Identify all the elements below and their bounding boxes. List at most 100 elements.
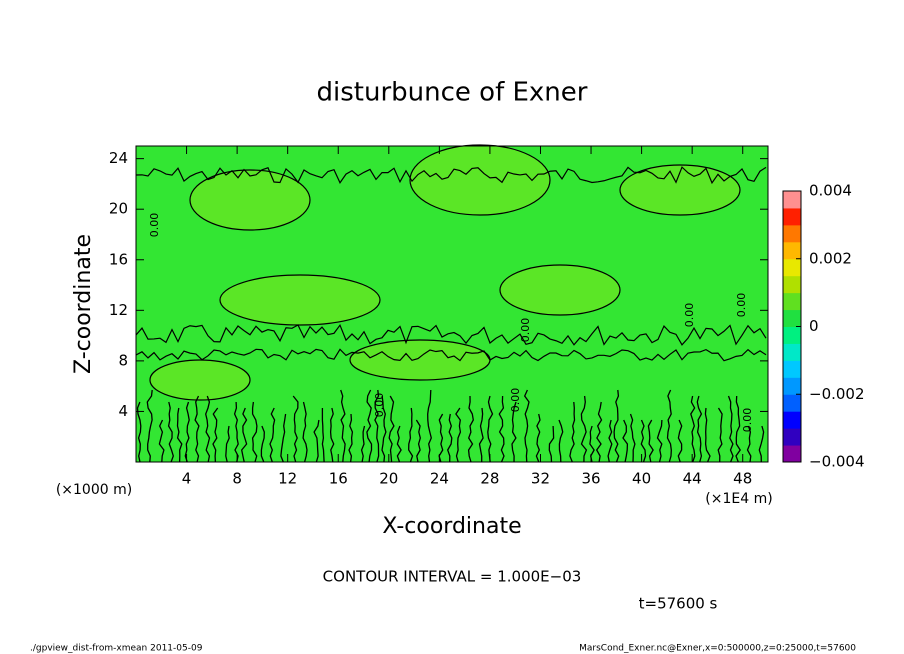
contour-label: 0.00 <box>148 213 161 238</box>
contour-line <box>427 389 432 463</box>
contour-label: 0.00 <box>683 303 696 328</box>
y-tick-label: 4 <box>118 402 128 420</box>
contour-line <box>205 395 211 463</box>
x-tick-label: 4 <box>182 470 192 488</box>
x-tick-label: 28 <box>480 470 499 488</box>
contour-line <box>523 389 530 463</box>
time-label: t=57600 s <box>639 595 718 613</box>
contour-line <box>321 408 325 463</box>
contour-line <box>388 395 395 463</box>
contour-line <box>233 401 239 463</box>
contour-line <box>727 395 734 463</box>
contour-line <box>348 413 354 463</box>
x-unit-label: (×1E4 m) <box>705 491 772 507</box>
contour-line <box>280 413 287 463</box>
contour-line <box>135 348 767 362</box>
x-tick-label: 48 <box>733 470 752 488</box>
y-tick-label: 24 <box>109 149 128 167</box>
field-region <box>499 264 621 316</box>
contour-line <box>735 395 741 463</box>
x-tick-label: 24 <box>430 470 449 488</box>
contour-line <box>613 389 620 463</box>
contour-line <box>656 419 663 463</box>
colorbar-band <box>783 258 801 277</box>
contour-line <box>136 401 142 463</box>
colorbar-band <box>783 343 801 361</box>
contour-line <box>269 407 276 463</box>
contour-line <box>498 395 505 463</box>
contour-line <box>558 419 564 463</box>
colorbar-band <box>783 241 801 260</box>
contour-line <box>746 425 752 463</box>
y-axis-label: Z-coordinate <box>71 234 96 374</box>
colorbar-tick-label: 0.004 <box>809 182 852 200</box>
contour-line <box>758 425 765 463</box>
contour-line <box>640 419 647 463</box>
x-tick-label: 20 <box>379 470 398 488</box>
contour-line <box>629 413 636 463</box>
contour-line <box>569 401 576 463</box>
contour-line <box>535 413 541 463</box>
y-tick-label: 12 <box>109 301 128 319</box>
contour-line <box>374 389 380 463</box>
contour-line <box>135 323 767 346</box>
contour-line <box>690 395 696 463</box>
contour-line <box>415 419 421 463</box>
colorbar-band <box>783 207 801 226</box>
colorbar-band <box>783 309 801 327</box>
contour-line <box>446 413 453 463</box>
contour-line <box>478 407 484 462</box>
colorbar-band <box>783 394 801 412</box>
y-unit-label: (×1000 m) <box>56 482 132 498</box>
x-tick-label: 44 <box>683 470 702 488</box>
x-tick-label: 16 <box>329 470 348 488</box>
colorbar-band <box>783 224 801 243</box>
contour-line <box>381 395 387 463</box>
plot-frame <box>135 145 769 463</box>
contour-line <box>438 413 444 463</box>
contour-line <box>313 419 320 463</box>
contour-line <box>366 389 373 463</box>
contour-line <box>717 407 723 463</box>
colorbar-band <box>783 428 801 446</box>
y-tick-label: 20 <box>109 200 128 218</box>
x-tick-label: 12 <box>278 470 297 488</box>
contour-line <box>548 425 555 463</box>
x-tick-label: 36 <box>581 470 600 488</box>
chart-title: disturbunce of Exner <box>317 78 588 108</box>
contour-line <box>329 407 335 463</box>
colorbar-band <box>783 292 801 311</box>
field-region <box>189 169 311 231</box>
contour-line <box>595 401 603 463</box>
contour-line <box>340 389 346 463</box>
contour-line <box>158 419 165 463</box>
contour-label: 0.00 <box>373 393 386 418</box>
contour-line <box>677 419 683 463</box>
contour-line <box>607 419 613 463</box>
field-region <box>349 339 491 381</box>
x-tick-label: 32 <box>531 470 550 488</box>
y-tick-label: 16 <box>109 250 128 268</box>
contour-line <box>511 401 517 463</box>
colorbar-band <box>783 326 801 344</box>
contour-line <box>696 395 703 463</box>
footer-right: MarsCond_Exner.nc@Exner,x=0:500000,z=0:2… <box>579 644 856 654</box>
contour-line <box>666 389 672 463</box>
y-tick-label: 8 <box>118 351 128 369</box>
colorbar-tick-label: −0.002 <box>809 385 865 403</box>
contour-line <box>184 401 190 463</box>
x-axis-label: X-coordinate <box>382 514 521 539</box>
colorbar-band <box>783 445 801 463</box>
contour-line <box>704 407 711 463</box>
colorbar-tick-label: 0.002 <box>809 249 852 267</box>
contour-line <box>260 425 265 463</box>
contour-line <box>135 166 767 185</box>
contour-line <box>396 425 402 463</box>
contour-line <box>241 407 248 463</box>
footer-left: ./gpview_dist-from-xmean 2011-05-09 <box>30 644 203 654</box>
contour-interval: CONTOUR INTERVAL = 1.000E−03 <box>323 568 582 586</box>
contour-line <box>302 401 308 463</box>
contour-line <box>212 407 219 463</box>
contour-line <box>167 401 174 463</box>
contour-label: 0.00 <box>519 318 532 343</box>
